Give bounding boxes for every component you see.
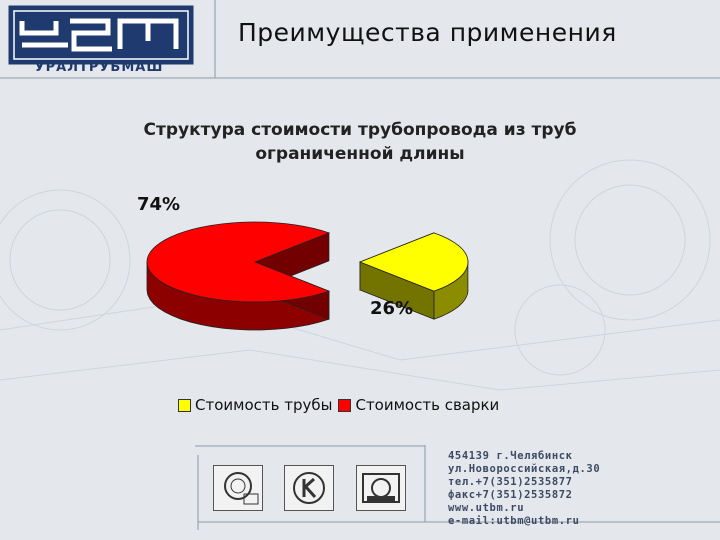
legend-swatch-pipe-cost <box>178 398 191 412</box>
contact-fax: факс+7(351)2535872 <box>448 489 573 501</box>
slide-title: Преимущества применения <box>238 18 617 47</box>
contact-info: 454139 г.Челябинск ул.Новороссийская,д.3… <box>448 450 718 528</box>
legend-label-pipe-cost: Стоимость трубы <box>195 396 333 414</box>
legend-item-pipe-cost: Стоимость трубы <box>174 396 332 414</box>
logo-wordmark: УРАЛТРУБМАШ <box>34 60 164 75</box>
legend-label-welding-cost: Стоимость сварки <box>355 396 500 414</box>
certificate-k-icon <box>284 465 334 511</box>
contact-address-street: ул.Новороссийская,д.30 <box>448 463 601 475</box>
chart-title: Структура стоимости трубопровода из труб… <box>40 118 680 166</box>
legend-item-welding-cost: Стоимость сварки <box>334 396 499 414</box>
chart-title-line-1: Структура стоимости трубопровода из труб <box>143 120 577 140</box>
certificate-gost-icon <box>356 465 406 511</box>
certificate-seal-icon <box>213 465 263 511</box>
data-label-welding-cost: 74% <box>137 194 180 215</box>
data-label-pipe-cost: 26% <box>370 298 413 319</box>
chart-legend: Стоимость трубы Стоимость сварки <box>174 394 546 416</box>
contact-website: www.utbm.ru <box>448 502 525 514</box>
contact-phone: тел.+7(351)2535877 <box>448 476 573 488</box>
pie-slice-welding-cost <box>146 221 331 331</box>
contact-address-city: 454139 г.Челябинск <box>448 450 573 462</box>
pie-slice-pipe-cost <box>358 232 469 320</box>
legend-swatch-welding-cost <box>338 398 352 412</box>
company-logo <box>8 5 194 65</box>
contact-email: e-mail:utbm@utbm.ru <box>448 515 580 527</box>
chart-title-line-2: ограниченной длины <box>255 144 465 164</box>
